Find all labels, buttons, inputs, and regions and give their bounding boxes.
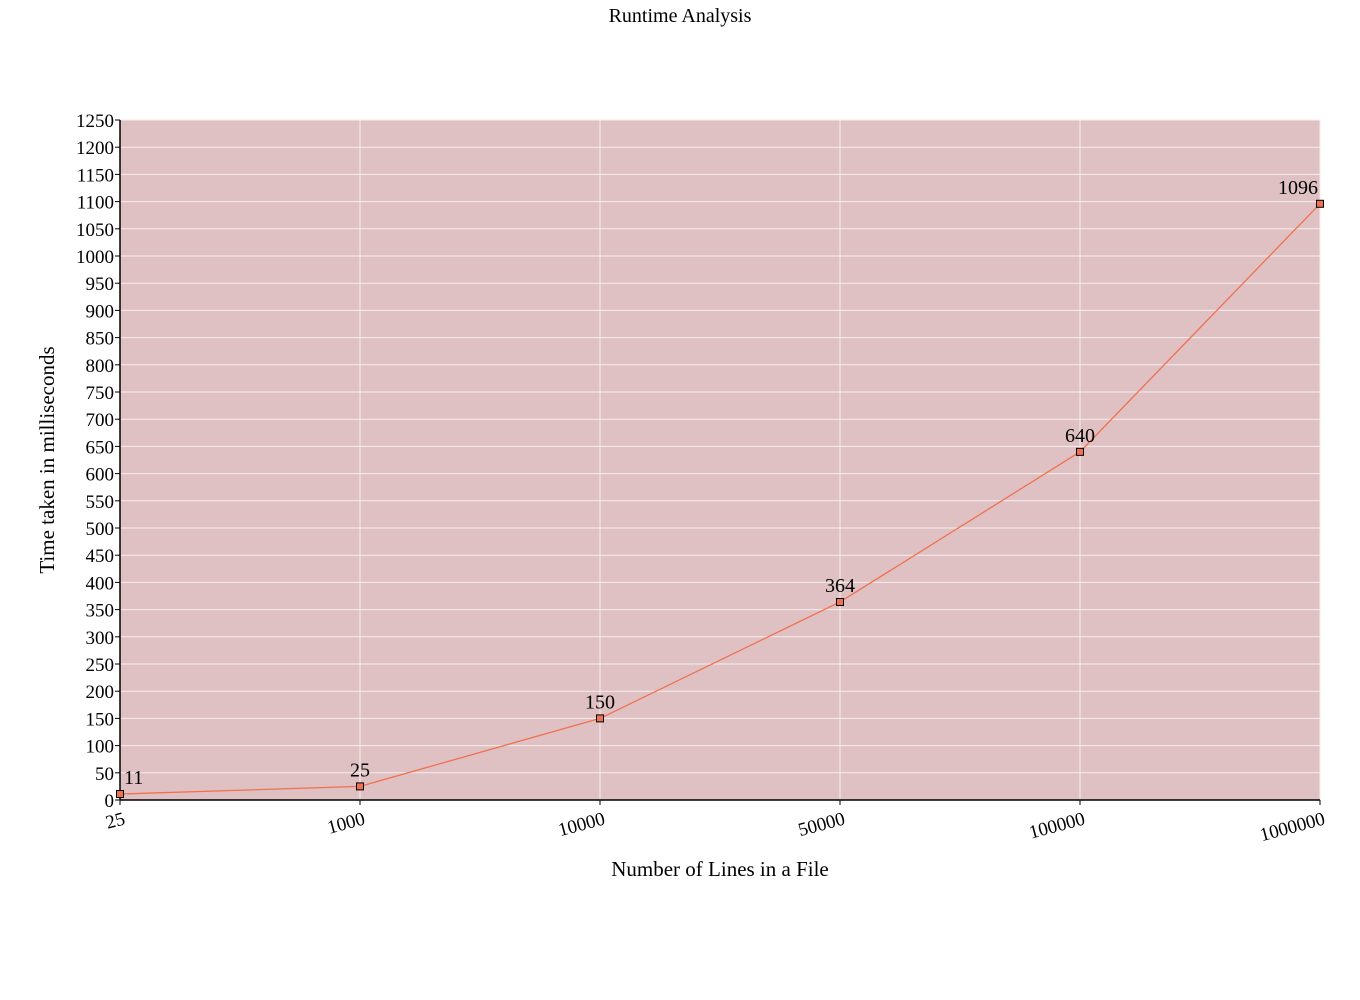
y-tick-label: 200 — [86, 682, 115, 703]
x-tick-label: 25 — [104, 809, 128, 834]
data-point — [116, 790, 124, 799]
x-axis-title: Number of Lines in a File — [611, 857, 829, 881]
data-label: 150 — [585, 691, 615, 713]
y-tick-label: 50 — [95, 764, 114, 785]
y-tick-label: 1150 — [77, 165, 114, 186]
y-tick-label: 450 — [86, 546, 115, 567]
y-tick-label: 350 — [86, 601, 115, 622]
y-tick-label: 850 — [86, 329, 115, 350]
chart-title: Runtime Analysis — [609, 5, 752, 27]
y-tick-label: 1100 — [77, 193, 114, 214]
y-tick-label: 750 — [86, 383, 115, 404]
y-tick-label: 100 — [86, 737, 115, 758]
data-point — [836, 597, 844, 606]
y-tick-label: 1050 — [76, 220, 114, 241]
y-axis-ticks: 0 50 100 150 200 250 300 350 400 450 500 550 600 650 7… — [76, 111, 120, 812]
data-point — [1316, 199, 1324, 208]
y-tick-label: 0 — [105, 791, 115, 812]
x-axis-ticks: 25 1000 10000 50000 100000 1000000 — [104, 800, 1328, 846]
data-point — [356, 782, 364, 791]
y-tick-label: 800 — [86, 356, 115, 377]
y-tick-label: 400 — [86, 573, 115, 594]
x-tick-label: 1000 — [325, 809, 367, 839]
data-label: 364 — [825, 575, 855, 597]
data-point — [1076, 447, 1084, 456]
y-tick-label: 900 — [86, 301, 115, 322]
grid-lines — [120, 119, 1321, 800]
data-label: 25 — [350, 759, 370, 781]
y-tick-label: 950 — [86, 274, 115, 295]
y-tick-label: 300 — [86, 628, 115, 649]
y-axis-title: Time taken in milliseconds — [35, 346, 59, 573]
y-tick-label: 250 — [86, 655, 115, 676]
y-tick-label: 150 — [86, 709, 115, 730]
series-layer — [116, 199, 1324, 799]
x-tick-label: 50000 — [796, 809, 847, 842]
x-tick-label: 100000 — [1027, 809, 1087, 844]
y-tick-label: 650 — [86, 437, 115, 458]
plot-background — [120, 120, 1320, 800]
y-tick-label: 600 — [86, 465, 115, 486]
y-tick-label: 1000 — [76, 247, 114, 268]
data-labels: 11 25 150 364 640 1096 — [124, 177, 1318, 789]
series-line — [119, 203, 1321, 795]
data-label: 11 — [124, 767, 143, 789]
x-tick-label: 1000000 — [1258, 809, 1328, 846]
x-tick-label: 10000 — [556, 809, 607, 842]
y-tick-label: 550 — [86, 492, 115, 513]
data-label: 1096 — [1278, 177, 1318, 199]
y-tick-label: 1200 — [76, 138, 114, 159]
data-label: 640 — [1065, 425, 1095, 447]
y-tick-label: 700 — [86, 410, 115, 431]
data-point — [596, 714, 604, 723]
y-tick-label: 500 — [86, 519, 115, 540]
y-tick-label: 1250 — [76, 111, 114, 132]
